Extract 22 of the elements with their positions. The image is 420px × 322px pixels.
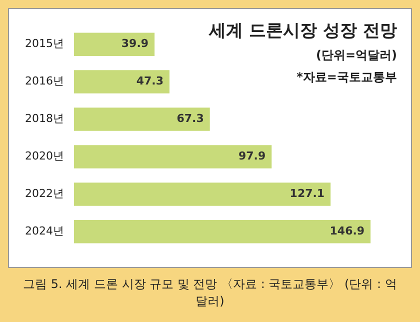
data-label: 47.3 bbox=[136, 74, 164, 88]
data-label: 67.3 bbox=[176, 112, 204, 126]
y-tick-label: 2018년 bbox=[24, 112, 64, 126]
bar bbox=[74, 182, 331, 206]
bar bbox=[74, 220, 371, 244]
annotation: *자료=국토교통부 bbox=[296, 69, 397, 86]
bar bbox=[74, 145, 272, 168]
bar bbox=[74, 108, 210, 131]
chart-title: 세계 드론시장 성장 전망 bbox=[209, 20, 397, 42]
y-tick-label: 2022년 bbox=[24, 187, 64, 200]
data-label: 97.9 bbox=[238, 150, 266, 163]
y-tick-label: 2016년 bbox=[24, 74, 64, 88]
data-label: 39.9 bbox=[121, 37, 149, 50]
data-label: 127.1 bbox=[290, 187, 325, 200]
y-tick-label: 2024년 bbox=[24, 224, 64, 238]
y-tick-label: 2015년 bbox=[24, 37, 64, 50]
data-label: 146.9 bbox=[330, 224, 365, 238]
caption: 그림 5. 세계 드론 시장 규모 및 전망 〈자료 : 국토교통부〉 (단위 : 억 달러) bbox=[22, 276, 398, 310]
bar bbox=[74, 70, 170, 94]
text: (단위=억달러) bbox=[314, 47, 397, 64]
bar bbox=[74, 32, 155, 56]
y-tick-label: 2020년 bbox=[24, 150, 64, 163]
